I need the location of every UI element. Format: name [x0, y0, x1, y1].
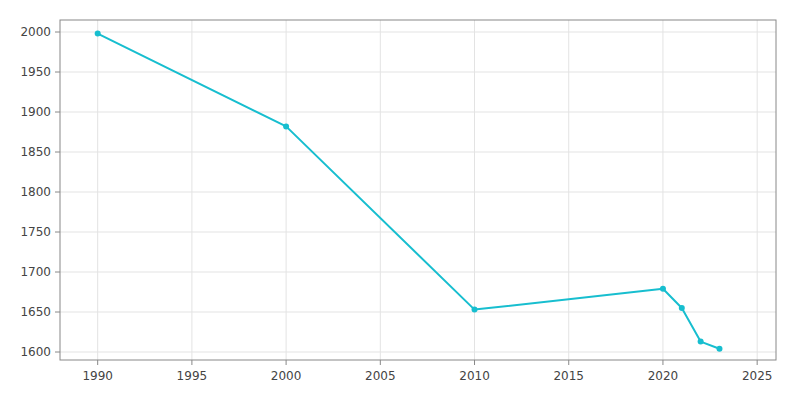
point — [698, 339, 704, 345]
y-grid-line — [60, 152, 776, 153]
x-grid-line — [286, 20, 287, 360]
x-grid-line — [662, 20, 663, 360]
grid — [60, 20, 776, 360]
y-tick — [55, 192, 60, 193]
y-grid-line — [60, 352, 776, 353]
x-tick — [662, 360, 663, 365]
x-grid-line — [568, 20, 569, 360]
x-tick-label: 2015 — [553, 369, 584, 383]
x-tick — [380, 360, 381, 365]
y-grid-line — [60, 72, 776, 73]
y-grid-line — [60, 32, 776, 33]
point — [472, 307, 478, 313]
y-grid-line — [60, 312, 776, 313]
x-tick-label: 1990 — [82, 369, 113, 383]
x-tick-label: 2020 — [648, 369, 679, 383]
x-tick-label: 2010 — [459, 369, 490, 383]
x-tick-label: 2025 — [742, 369, 773, 383]
y-grid-line — [60, 192, 776, 193]
y-tick — [55, 32, 60, 33]
plot-frame — [60, 20, 776, 360]
y-tick-label: 1700 — [20, 265, 51, 279]
y-tick-label: 1750 — [20, 225, 51, 239]
y-tick — [55, 352, 60, 353]
x-tick-label: 1995 — [177, 369, 208, 383]
y-grid-line — [60, 112, 776, 113]
y-tick-label: 2000 — [20, 25, 51, 39]
x-tick-label: 2000 — [271, 369, 302, 383]
y-tick-label: 1950 — [20, 65, 51, 79]
y-tick — [55, 72, 60, 73]
y-tick — [55, 272, 60, 273]
page: {"chart_data": {"type": "line", "x": [19… — [0, 0, 800, 400]
x-tick — [568, 360, 569, 365]
x-tick — [757, 360, 758, 365]
x-grid-line — [191, 20, 192, 360]
x-grid-line — [380, 20, 381, 360]
y-grid-line — [60, 232, 776, 233]
x-tick-label: 2005 — [365, 369, 396, 383]
point — [95, 31, 101, 37]
x-tick — [97, 360, 98, 365]
point — [679, 305, 685, 311]
point — [660, 286, 666, 292]
y-tick — [55, 152, 60, 153]
line — [98, 34, 720, 349]
x-grid-line — [97, 20, 98, 360]
y-tick — [55, 232, 60, 233]
y-tick-label: 1600 — [20, 345, 51, 359]
y-tick-label: 1900 — [20, 105, 51, 119]
x-grid-line — [757, 20, 758, 360]
y-tick — [55, 112, 60, 113]
y-tick — [55, 312, 60, 313]
y-tick-label: 1850 — [20, 145, 51, 159]
x-tick — [474, 360, 475, 365]
y-tick-label: 1650 — [20, 305, 51, 319]
x-tick — [286, 360, 287, 365]
y-grid-line — [60, 272, 776, 273]
point — [716, 346, 722, 352]
x-tick — [191, 360, 192, 365]
point — [283, 123, 289, 129]
plot-area — [95, 31, 723, 352]
chart-svg: 1990 1995 2000 2005 2010 2015 2020 2025 1600 1650… — [0, 0, 800, 400]
axes: 1990 1995 2000 2005 2010 2015 2020 2025 1600 1650… — [20, 25, 772, 383]
chart-container: 1990 1995 2000 2005 2010 2015 2020 2025 1600 1650… — [0, 0, 800, 400]
y-tick-label: 1800 — [20, 185, 51, 199]
